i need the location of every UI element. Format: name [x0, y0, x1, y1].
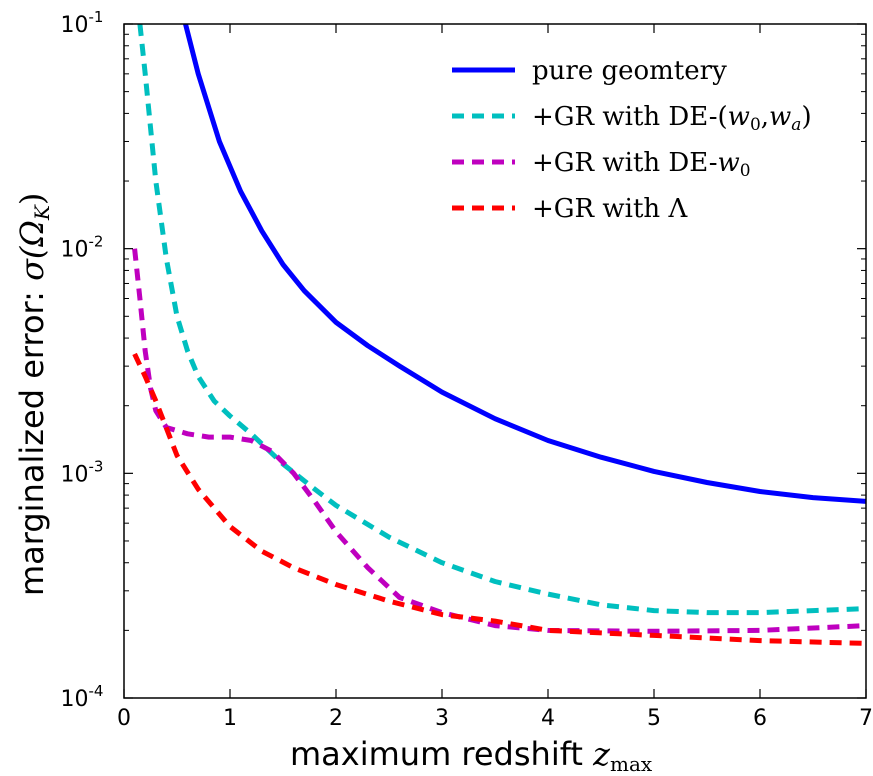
series-line-0: [183, 24, 866, 504]
legend-label-lambda: +GR with Λ: [532, 194, 688, 224]
legend: pure geomtery +GR with DE-(w0,wa) +GR wi…: [452, 56, 812, 224]
x-tick-label: 3: [435, 706, 449, 731]
x-tick-label: 0: [117, 706, 131, 731]
x-tick-label: 5: [647, 706, 661, 731]
series-line-1: [137, 24, 866, 616]
x-tick-label: 1: [223, 706, 237, 731]
series-layer: [132, 24, 866, 646]
legend-label-de-w0-wa: +GR with DE-(w0,wa): [532, 102, 812, 135]
x-axis-label: maximum redshift zmax: [290, 735, 653, 776]
tick-labels-layer: 0 1 2 3 4 5 6 7 10-4 10-3 10-2 10-1: [61, 8, 873, 731]
x-tick-label: 7: [859, 706, 873, 731]
y-tick-label: 10-2: [61, 233, 104, 263]
x-tick-label: 4: [541, 706, 555, 731]
ticks-layer: [123, 23, 867, 699]
series-line-3: [132, 352, 866, 646]
plot-frame: [123, 23, 867, 699]
legend-label-pure-geomtery: pure geomtery: [532, 56, 727, 86]
x-tick-label: 6: [753, 706, 767, 731]
y-tick-label: 10-3: [61, 457, 104, 487]
y-axis-label: marginalized error: σ(ΩK): [13, 193, 54, 596]
x-tick-label: 2: [329, 706, 343, 731]
y-tick-label: 10-4: [61, 682, 104, 712]
y-tick-label: 10-1: [61, 8, 104, 38]
legend-label-de-w0: +GR with DE-w0: [532, 148, 751, 181]
